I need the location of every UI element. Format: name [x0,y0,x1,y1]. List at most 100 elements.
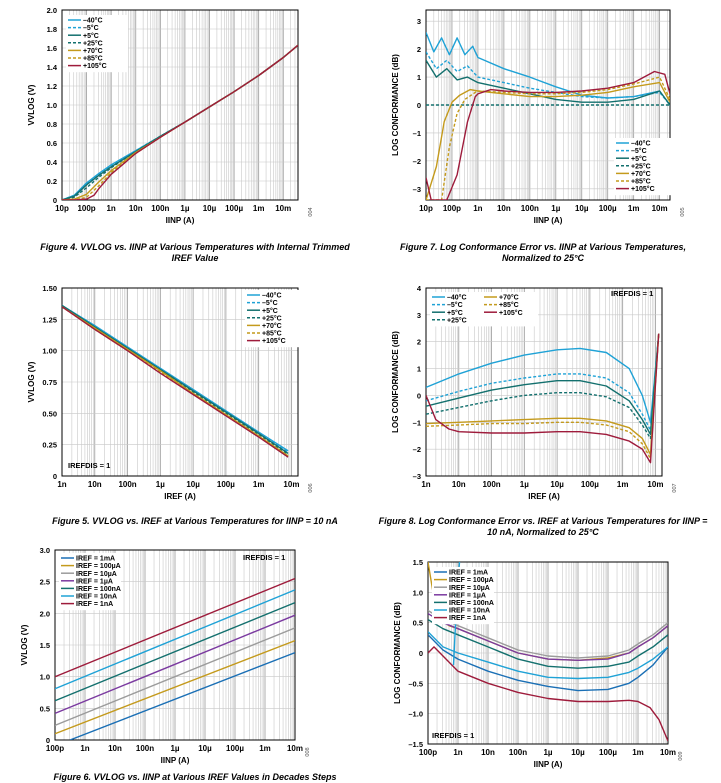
fig9-legend-label: IREF = 100µA [449,577,494,584]
fig7-x-axis-label: IINP (A) [534,216,563,225]
fig7-x-tick-label: 10n [497,204,511,213]
fig5-series-0 [62,304,289,452]
fig5-legend [245,290,307,348]
fig6-legend-label: IREF = 1µA [76,578,113,585]
fig4-y-tick-label: 0 [53,196,57,205]
fig6-series-6 [55,577,295,678]
fig5-x-tick-label: 10n [88,480,102,489]
fig5-legend-label: +25°C [262,314,282,322]
fig6-y-tick-label: 3.0 [40,546,50,555]
fig8-x-axis-label: IREF (A) [528,492,560,501]
fig6-x-tick-label: 1m [259,744,271,753]
fig4-x-tick-label: 10µ [203,204,217,213]
fig8-x-tick-label: 1n [421,480,430,489]
fig8-series-5 [426,333,660,460]
fig9-legend [432,567,494,625]
fig6-legend-label: IREF = 1mA [76,556,115,563]
fig6-series-0 [69,651,295,740]
fig6-x-tick-label: 1µ [170,744,179,753]
fig7-x-tick-label: 1µ [551,204,560,213]
fig6-y-tick-label: 0.5 [40,704,50,713]
fig9-x-axis-label: IINP (A) [534,760,563,769]
fig9-y-tick-label: 1.5 [413,558,423,567]
caption-fig8: Figure 8. Log Conformance Error vs. IREF… [378,516,708,537]
fig7-x-tick-label: 10p [419,204,433,213]
fig6-x-tick-label: 100n [136,744,154,753]
fig5-legend-label: +70°C [262,322,282,330]
fig6-x-tick-label: 10µ [198,744,212,753]
fig6-x-tick-label: 100µ [226,744,244,753]
fig6-series-4 [55,601,295,702]
fig6-x-tick-label: 100p [46,744,64,753]
fig6-chart: 100p 1n 10n 100n 1µ 10µ 100µ 1m 10m 0 0.5 1.0 1.5 2.0… [20,546,311,765]
fig8-plot-frame [425,287,663,477]
fig7-series-5 [426,76,670,200]
fig8-legend-label: +5°C [447,309,463,317]
fig5-legend-label: –40°C [262,292,282,300]
fig7-x-tick-label: 100p [443,204,461,213]
fig7-y-tick-label: –1 [413,129,421,138]
fig5-series-6 [62,306,289,458]
fig9-legend-label: IREF = 100nA [449,600,494,607]
fig9-y-axis-label: LOG CONFORMANCE (dB) [393,602,402,704]
fig7-legend-label: +85°C [631,178,651,186]
fig5-chart: 1n 10n 100n 1µ 10µ 100µ 1m 10m 0 0.25 0.50 0.75 1.00… [27,284,314,501]
fig6-y-tick-label: 1.5 [40,641,50,650]
fig8-x-tick-label: 10m [647,480,663,489]
fig4-figure-code: 004 [308,207,314,216]
fig9-y-tick-label: 0.5 [413,619,423,628]
fig8-series-4 [426,333,660,456]
fig4-y-tick-label: 0.8 [47,120,57,129]
fig8-x-tick-label: 1µ [520,480,529,489]
fig9-series-0 [428,634,668,692]
fig5-legend-label: +85°C [262,330,282,338]
fig5-x-tick-label: 100µ [217,480,235,489]
fig4-y-tick-label: 2.0 [47,6,57,15]
fig8-chart: 1n 10n 100n 1µ 10µ 100µ 1m 10m –3 –2 –1 0 1 2 3 4 –40°C–… [391,284,678,501]
fig8-y-tick-label: 3 [417,311,421,320]
fig9-x-tick-label: 10n [481,748,495,757]
fig4-chart: 10p 100p 1n 10n 100n 1µ 10µ 100µ 1m 10m 0 0.2 0.4 0.6… [27,6,314,225]
fig4-x-tick-label: 100p [77,204,95,213]
fig9-annotation: IREFDIS = 1 [432,731,474,740]
fig9-series-6 [428,646,668,742]
fig4-x-tick-label: 10p [55,204,69,213]
fig6-series-1 [55,639,295,735]
fig4-y-axis-label: VVLOG (V) [27,84,36,125]
fig6-x-axis-label: IINP (A) [161,756,190,765]
fig4-y-tick-label: 1.0 [47,101,57,110]
fig5-annotation: IREFDIS = 1 [68,461,110,470]
fig4-x-tick-label: 100µ [225,204,243,213]
fig7-x-tick-label: 100µ [599,204,617,213]
fig8-y-tick-label: 1 [417,365,421,374]
fig6-y-tick-label: 2.5 [40,578,50,587]
fig7-x-tick-label: 10m [652,204,668,213]
fig7-legend-label: +70°C [631,170,651,178]
fig5-y-tick-label: 0.50 [42,409,57,418]
fig4-x-tick-label: 1m [253,204,265,213]
fig4-legend-label: +70°C [83,47,103,55]
fig9-x-tick-label: 1n [453,748,462,757]
fig8-annotation: IREFDIS = 1 [611,289,653,298]
fig8-series-0 [426,333,660,423]
fig9-x-tick-label: 100p [419,748,437,757]
fig6-legend-label: IREF = 100nA [76,586,121,593]
fig6-legend-label: IREF = 100µA [76,563,121,570]
fig7-series-1 [426,51,670,106]
fig6-y-tick-label: 0 [46,736,50,745]
fig5-x-axis-label: IREF (A) [164,492,196,501]
fig7-y-tick-label: 3 [417,17,421,26]
fig4-legend-label: –40°C [83,17,103,25]
fig8-legend-label: +70°C [499,294,519,302]
fig8-legend-label: +85°C [499,301,519,309]
fig7-legend [614,138,676,196]
fig7-chart: 10p 100p 1n 10n 100n 1µ 10µ 100µ 1m 10m –3 –2 –1 0 1 2 3… [391,9,686,225]
fig8-y-axis-label: LOG CONFORMANCE (dB) [391,331,400,433]
fig5-x-tick-label: 10µ [186,480,200,489]
fig4-legend-label: –5°C [83,24,99,32]
fig5-x-tick-label: 1m [253,480,265,489]
fig6-x-tick-label: 10n [108,744,122,753]
fig7-legend-label: +105°C [631,185,655,193]
fig8-series-3 [426,333,660,440]
